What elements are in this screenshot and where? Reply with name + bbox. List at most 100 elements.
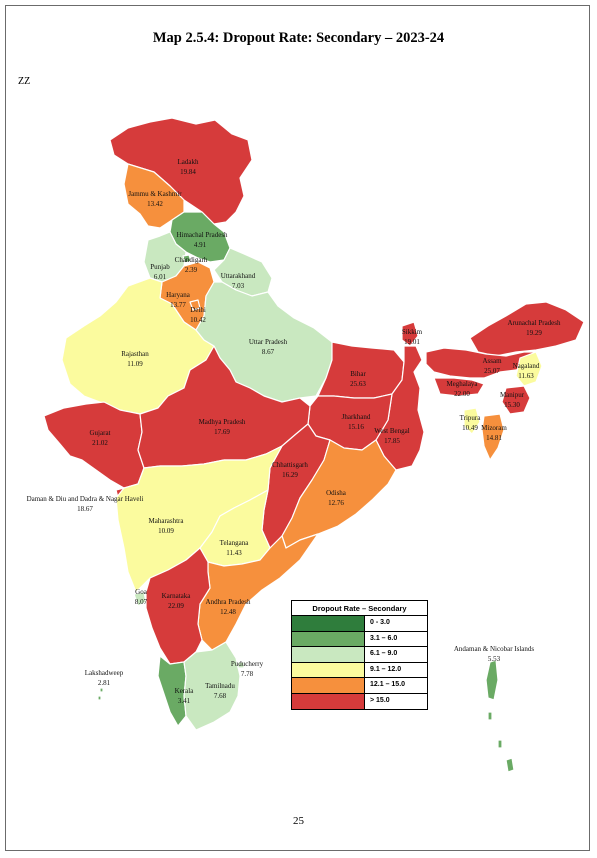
region-tamilnadu: [183, 641, 241, 731]
label-chhattisgarh-name: Chhattisgarh: [272, 461, 308, 469]
label-rajasthan-value: 11.09: [127, 360, 143, 368]
label-mizoram-name: Mizoram: [481, 424, 507, 432]
legend-swatch: [292, 616, 365, 631]
label-uttar-pradesh-name: Uttar Pradesh: [249, 338, 288, 346]
label-haryana-name: Haryana: [166, 291, 191, 299]
label-jammu-kashmir-value: 13.42: [147, 200, 163, 208]
legend-row: 6.1 – 9.0: [292, 647, 427, 663]
legend-swatch: [292, 631, 365, 647]
legend-swatch: [292, 693, 365, 709]
region-karnataka: [145, 547, 211, 665]
label-ladakh-name: Ladakh: [178, 158, 199, 166]
label-jammu-kashmir-name: Jammu & Kashmir: [128, 190, 182, 198]
legend-swatch: [292, 647, 365, 662]
legend-swatch: [292, 678, 365, 693]
label-haryana-value: 13.77: [170, 301, 186, 309]
label-chandigarh-name: Chandigarh: [175, 256, 208, 264]
page-number: 25: [293, 815, 304, 827]
label-gujarat-name: Gujarat: [90, 429, 111, 437]
label-west-bengal-value: 17.85: [384, 437, 400, 445]
region-jammu-kashmir: [123, 163, 185, 229]
label-maharashtra-value: 10.09: [158, 527, 174, 535]
label-lakshadweep-name: Lakshadweep: [85, 669, 124, 677]
label-chhattisgarh-value: 16.29: [282, 471, 298, 479]
label-meghalaya-value: 22.00: [454, 390, 470, 398]
label-goa-name: Goa: [135, 588, 148, 596]
label-arunachal-pradesh-value: 19.29: [526, 329, 542, 337]
label-ladakh-value: 19.84: [180, 168, 196, 176]
map-title: Map 2.5.4: Dropout Rate: Secondary – 202…: [152, 30, 445, 46]
label-odisha-value: 12.76: [328, 499, 344, 507]
label-karnataka-value: 22.09: [168, 602, 184, 610]
legend-range-label: 6.1 – 9.0: [370, 650, 398, 658]
region-meghalaya: [433, 377, 485, 397]
label-odisha-name: Odisha: [326, 489, 347, 497]
region-delhi: [189, 299, 201, 311]
label-punjab-name: Punjab: [150, 263, 170, 271]
region-chandigarh: [182, 254, 192, 264]
label-andhra-pradesh-value: 12.48: [220, 608, 236, 616]
label-daman-diu-dnh-value: 18.67: [77, 505, 93, 513]
region-manipur: [501, 385, 531, 415]
label-chandigarh-value: 2.39: [185, 266, 198, 274]
label-daman-diu-dnh-name: Daman & Diu and Dadra & Nagar Haveli: [27, 495, 144, 503]
corner-note: ZZ: [18, 76, 31, 87]
legend-range-label: 12.1 – 15.0: [370, 681, 406, 689]
label-west-bengal-name: West Bengal: [374, 427, 409, 435]
label-assam-name: Assam: [482, 357, 502, 365]
label-punjab-value: 6.01: [154, 273, 167, 281]
label-bihar-value: 25.63: [350, 380, 366, 388]
label-manipur-name: Manipur: [500, 391, 525, 399]
label-jharkhand-name: Jharkhand: [342, 413, 371, 421]
label-uttar-pradesh-value: 8.67: [262, 348, 275, 356]
label-sikkim-value: 19.01: [404, 338, 420, 346]
label-nagaland-value: 11.63: [518, 372, 534, 380]
label-madhya-pradesh-name: Madhya Pradesh: [199, 418, 246, 426]
page-frame: [5, 5, 590, 851]
label-arunachal-pradesh-name: Arunachal Pradesh: [507, 319, 561, 327]
region-puducherry: [237, 661, 245, 669]
region-lakshadweep: [97, 687, 104, 701]
legend-range-label: 3.1 – 6.0: [370, 634, 398, 642]
label-uttarakhand-name: Uttarakhand: [221, 272, 256, 280]
label-kerala-value: 3.41: [178, 697, 191, 705]
label-maharashtra-name: Maharashtra: [149, 517, 185, 525]
label-telangana-value: 11.43: [226, 549, 242, 557]
label-jharkhand-value: 15.16: [348, 423, 364, 431]
label-meghalaya-name: Meghalaya: [446, 380, 478, 388]
label-uttarakhand-value: 7.03: [232, 282, 245, 290]
label-himachal-pradesh-value: 4.91: [194, 241, 207, 249]
label-puducherry-value: 7.78: [241, 670, 254, 678]
label-tripura-name: Tripura: [460, 414, 482, 422]
region-west-bengal: [375, 345, 425, 471]
legend-range-label: > 15.0: [370, 696, 390, 704]
label-tamilnadu-name: Tamilnadu: [205, 682, 235, 690]
label-mizoram-value: 14.81: [486, 434, 502, 442]
legend-range-label: 9.1 – 12.0: [370, 665, 402, 673]
label-karnataka-name: Karnataka: [162, 592, 192, 600]
region-sikkim: [401, 321, 419, 347]
label-manipur-value: 15.30: [504, 401, 520, 409]
region-odisha: [281, 439, 397, 549]
region-andaman-nicobar: [485, 659, 515, 773]
label-himachal-pradesh-name: Himachal Pradesh: [176, 231, 228, 239]
label-tripura-value: 10.49: [462, 424, 478, 432]
label-lakshadweep-value: 2.81: [98, 679, 111, 687]
label-goa-value: 8.07: [135, 598, 148, 606]
legend: Dropout Rate – Secondary 0 - 3.0 3.1 – 6…: [291, 600, 428, 710]
label-telangana-name: Telangana: [220, 539, 250, 547]
label-rajasthan-name: Rajasthan: [121, 350, 149, 358]
label-delhi-value: 10.42: [190, 316, 206, 324]
legend-row: 12.1 – 15.0: [292, 678, 427, 694]
label-andhra-pradesh-name: Andhra Pradesh: [206, 598, 251, 606]
legend-row: 0 - 3.0: [292, 616, 427, 632]
label-puducherry-name: Puducherry: [231, 660, 264, 668]
legend-title: Dropout Rate – Secondary: [292, 601, 427, 616]
label-assam-value: 25.07: [484, 367, 500, 375]
legend-row: > 15.0: [292, 693, 427, 709]
legend-swatch: [292, 662, 365, 678]
region-tripura: [463, 407, 481, 435]
legend-row: 3.1 – 6.0: [292, 631, 427, 648]
label-nagaland-name: Nagaland: [513, 362, 540, 370]
